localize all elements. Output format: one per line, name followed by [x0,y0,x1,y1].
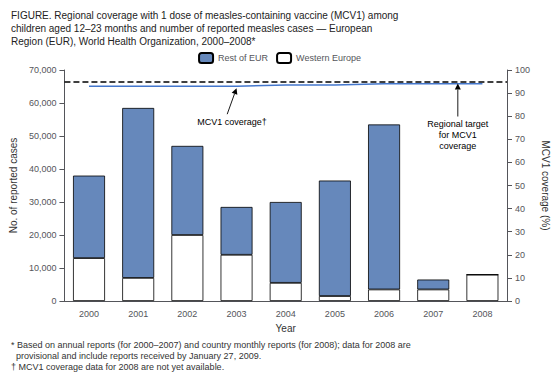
svg-text:Western Europe: Western Europe [296,53,361,63]
svg-text:70,000: 70,000 [29,65,57,75]
svg-text:2005: 2005 [325,309,345,319]
svg-text:No. of reported cases: No. of reported cases [8,138,19,234]
svg-text:2006: 2006 [374,309,394,319]
svg-text:0: 0 [51,296,56,306]
svg-text:20: 20 [515,250,525,260]
svg-text:FIGURE. Regional coverage with: FIGURE. Regional coverage with 1 dose of… [11,10,398,21]
svg-text:50,000: 50,000 [29,131,57,141]
svg-text:provisional and include report: provisional and include reports received… [11,351,261,361]
svg-text:* Based on annual reports (for: * Based on annual reports (for 2000–2007… [11,340,411,350]
svg-text:Region (EUR), World Health Org: Region (EUR), World Health Organization,… [11,36,256,47]
svg-text:2001: 2001 [128,309,148,319]
svg-text:MCV1 coverage†: MCV1 coverage† [197,117,267,127]
svg-text:Regional target: Regional target [427,119,489,129]
svg-text:coverage: coverage [439,141,476,151]
svg-text:10,000: 10,000 [29,263,57,273]
svg-text:20,000: 20,000 [29,230,57,240]
svg-text:100: 100 [515,65,530,75]
svg-text:† MCV1 coverage data for 2008: † MCV1 coverage data for 2008 are not ye… [11,362,224,372]
svg-text:10: 10 [515,273,525,283]
svg-text:60: 60 [515,157,525,167]
svg-text:40,000: 40,000 [29,164,57,174]
svg-text:Year: Year [276,323,297,334]
svg-text:for MCV1: for MCV1 [439,130,477,140]
svg-text:Rest of EUR: Rest of EUR [218,53,269,63]
svg-text:2007: 2007 [423,309,443,319]
svg-text:2004: 2004 [276,309,296,319]
svg-text:children aged 12–23 months and: children aged 12–23 months and number of… [11,23,372,34]
svg-text:2002: 2002 [177,309,197,319]
svg-text:30,000: 30,000 [29,197,57,207]
svg-text:80: 80 [515,111,525,121]
svg-text:50: 50 [515,181,525,191]
svg-text:2008: 2008 [472,309,492,319]
svg-text:60,000: 60,000 [29,98,57,108]
svg-text:30: 30 [515,227,525,237]
svg-text:90: 90 [515,88,525,98]
svg-text:2003: 2003 [227,309,247,319]
svg-text:0: 0 [515,296,520,306]
svg-text:40: 40 [515,204,525,214]
svg-text:70: 70 [515,134,525,144]
svg-text:MCV1 coverage (%): MCV1 coverage (%) [540,140,551,230]
svg-text:2000: 2000 [79,309,99,319]
